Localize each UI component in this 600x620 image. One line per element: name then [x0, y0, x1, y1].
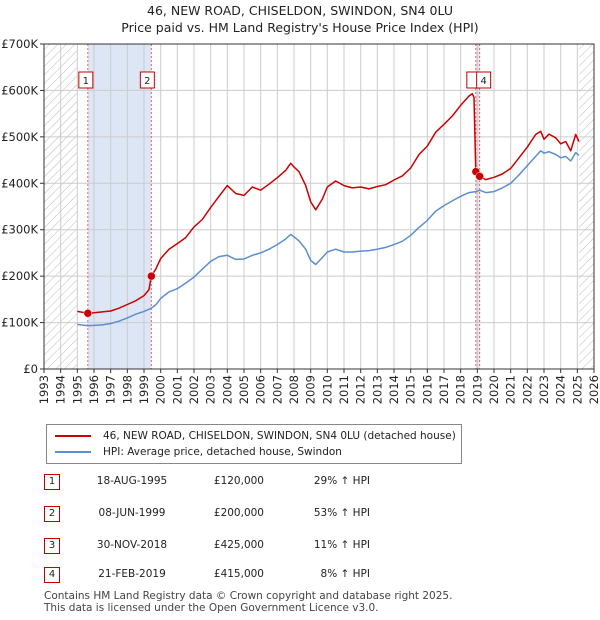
- sale-point: [147, 271, 156, 281]
- chart-subtitle: Price paid vs. HM Land Registry's House …: [121, 20, 479, 35]
- chart-title-block: 46, NEW ROAD, CHISELDON, SWINDON, SN4 0L…: [0, 2, 600, 36]
- legend-label-property: 46, NEW ROAD, CHISELDON, SWINDON, SN4 0L…: [103, 430, 456, 442]
- x-tick-label: 2005: [237, 375, 251, 404]
- y-tick-label: £0: [23, 362, 38, 376]
- x-tick-label: 2011: [337, 375, 351, 404]
- sale-markers: 1 2 4: [78, 71, 492, 318]
- sale-point: [83, 309, 93, 318]
- sale-hpi-change: 8% ↑ HPI: [320, 568, 370, 580]
- sale-label-number: 1: [83, 76, 89, 87]
- sale-price: £200,000: [213, 507, 264, 519]
- x-tick-label: 1996: [87, 375, 101, 404]
- hatched-range: [579, 44, 594, 369]
- y-tick-label: £400K: [1, 176, 38, 190]
- x-tick-label: 2020: [487, 375, 501, 404]
- shaded-range: [87, 44, 152, 369]
- x-tick-label: 2012: [354, 375, 368, 404]
- chart-series: [77, 92, 580, 327]
- y-tick-label: £700K: [1, 37, 38, 51]
- chart-background: [44, 44, 594, 369]
- y-tick-label: £100K: [1, 316, 38, 330]
- sale-label-number: 4: [480, 76, 486, 87]
- table-row: 1 18-AUG-1995 £120,000 29% ↑ HPI: [44, 474, 464, 490]
- sale-price: £425,000: [213, 539, 264, 551]
- x-tick-label: 2010: [320, 375, 334, 404]
- series-line-hpi: [77, 150, 580, 327]
- x-tick-label: 1999: [137, 375, 151, 404]
- legend-swatch-hpi: [55, 451, 91, 453]
- footer-attribution: Contains HM Land Registry data © Crown c…: [44, 590, 452, 614]
- y-tick-label: £300K: [1, 223, 38, 237]
- sale-date: 08-JUN-1999: [98, 507, 166, 519]
- x-tick-label: 1993: [37, 375, 51, 404]
- table-row: 3 30-NOV-2018 £425,000 11% ↑ HPI: [44, 538, 464, 554]
- legend-item-hpi: HPI: Average price, detached house, Swin…: [55, 444, 342, 460]
- legend-swatch-property: [55, 435, 91, 437]
- chart-axes: £0 £100K £200K £300K £400K £500K £600K £700K 199…: [1, 37, 600, 404]
- x-tick-label: 1998: [120, 375, 134, 404]
- x-tick-label: 2017: [437, 375, 451, 404]
- footer-line-1: Contains HM Land Registry data © Crown c…: [44, 590, 453, 602]
- price-chart: £0 £100K £200K £300K £400K £500K £600K £700K 199…: [1, 37, 600, 404]
- sale-label-number: 2: [144, 76, 150, 87]
- y-tick-label: £200K: [1, 269, 38, 283]
- sale-number-badge: 4: [44, 567, 60, 583]
- x-tick-label: 1997: [104, 375, 118, 404]
- sale-label-box: [139, 71, 155, 89]
- x-tick-label: 2021: [504, 375, 518, 404]
- sale-hpi-change: 29% ↑ HPI: [313, 475, 370, 487]
- sale-number-badge: 3: [44, 538, 60, 554]
- x-tick-label: 2002: [187, 375, 201, 404]
- x-tick-label: 2003: [204, 375, 218, 404]
- sale-label-box: [476, 71, 492, 89]
- table-row: 4 21-FEB-2019 £415,000 8% ↑ HPI: [44, 567, 464, 583]
- y-tick-label: £600K: [1, 83, 38, 97]
- series-line-property: [77, 92, 580, 315]
- legend-label-hpi: HPI: Average price, detached house, Swin…: [103, 446, 342, 458]
- x-tick-label: 2001: [170, 375, 184, 404]
- footer-line-2: This data is licensed under the Open Gov…: [44, 602, 379, 614]
- sale-hpi-change: 11% ↑ HPI: [313, 539, 370, 551]
- sale-label-box: [78, 71, 94, 89]
- y-tick-label: £500K: [1, 130, 38, 144]
- x-tick-label: 2008: [287, 375, 301, 404]
- x-tick-label: 2023: [537, 375, 551, 404]
- plot-frame: [43, 43, 595, 370]
- x-tick-label: 2004: [220, 375, 234, 404]
- sale-hpi-change: 53% ↑ HPI: [313, 507, 370, 519]
- x-tick-label: 2009: [304, 375, 318, 404]
- x-tick-label: 2006: [254, 375, 268, 404]
- x-tick-label: 2000: [154, 375, 168, 404]
- x-tick-label: 2013: [370, 375, 384, 404]
- sale-date: 21-FEB-2019: [98, 568, 166, 580]
- sale-point: [475, 172, 484, 181]
- x-tick-label: 2025: [570, 375, 584, 404]
- sale-number-badge: 2: [44, 506, 60, 522]
- x-tick-label: 2019: [470, 375, 484, 404]
- sale-date: 18-AUG-1995: [96, 475, 168, 487]
- sale-price: £415,000: [213, 568, 264, 580]
- table-row: 2 08-JUN-1999 £200,000 53% ↑ HPI: [44, 506, 464, 522]
- x-tick-label: 1995: [70, 375, 84, 404]
- chart-legend: 46, NEW ROAD, CHISELDON, SWINDON, SN4 0L…: [46, 424, 462, 464]
- x-tick-label: 1994: [54, 375, 68, 404]
- x-tick-label: 2018: [454, 375, 468, 404]
- x-tick-label: 2026: [587, 375, 600, 404]
- legend-item-property: 46, NEW ROAD, CHISELDON, SWINDON, SN4 0L…: [55, 428, 456, 444]
- sale-number-badge: 1: [44, 474, 60, 490]
- x-tick-label: 2015: [404, 375, 418, 404]
- sale-date: 30-NOV-2018: [96, 539, 168, 551]
- sale-price: £120,000: [213, 475, 264, 487]
- x-tick-label: 2014: [387, 375, 401, 404]
- x-tick-label: 2016: [420, 375, 434, 404]
- x-tick-label: 2007: [270, 375, 284, 404]
- x-tick-label: 2024: [554, 375, 568, 404]
- x-tick-label: 2022: [520, 375, 534, 404]
- chart-title: 46, NEW ROAD, CHISELDON, SWINDON, SN4 0L…: [147, 3, 453, 18]
